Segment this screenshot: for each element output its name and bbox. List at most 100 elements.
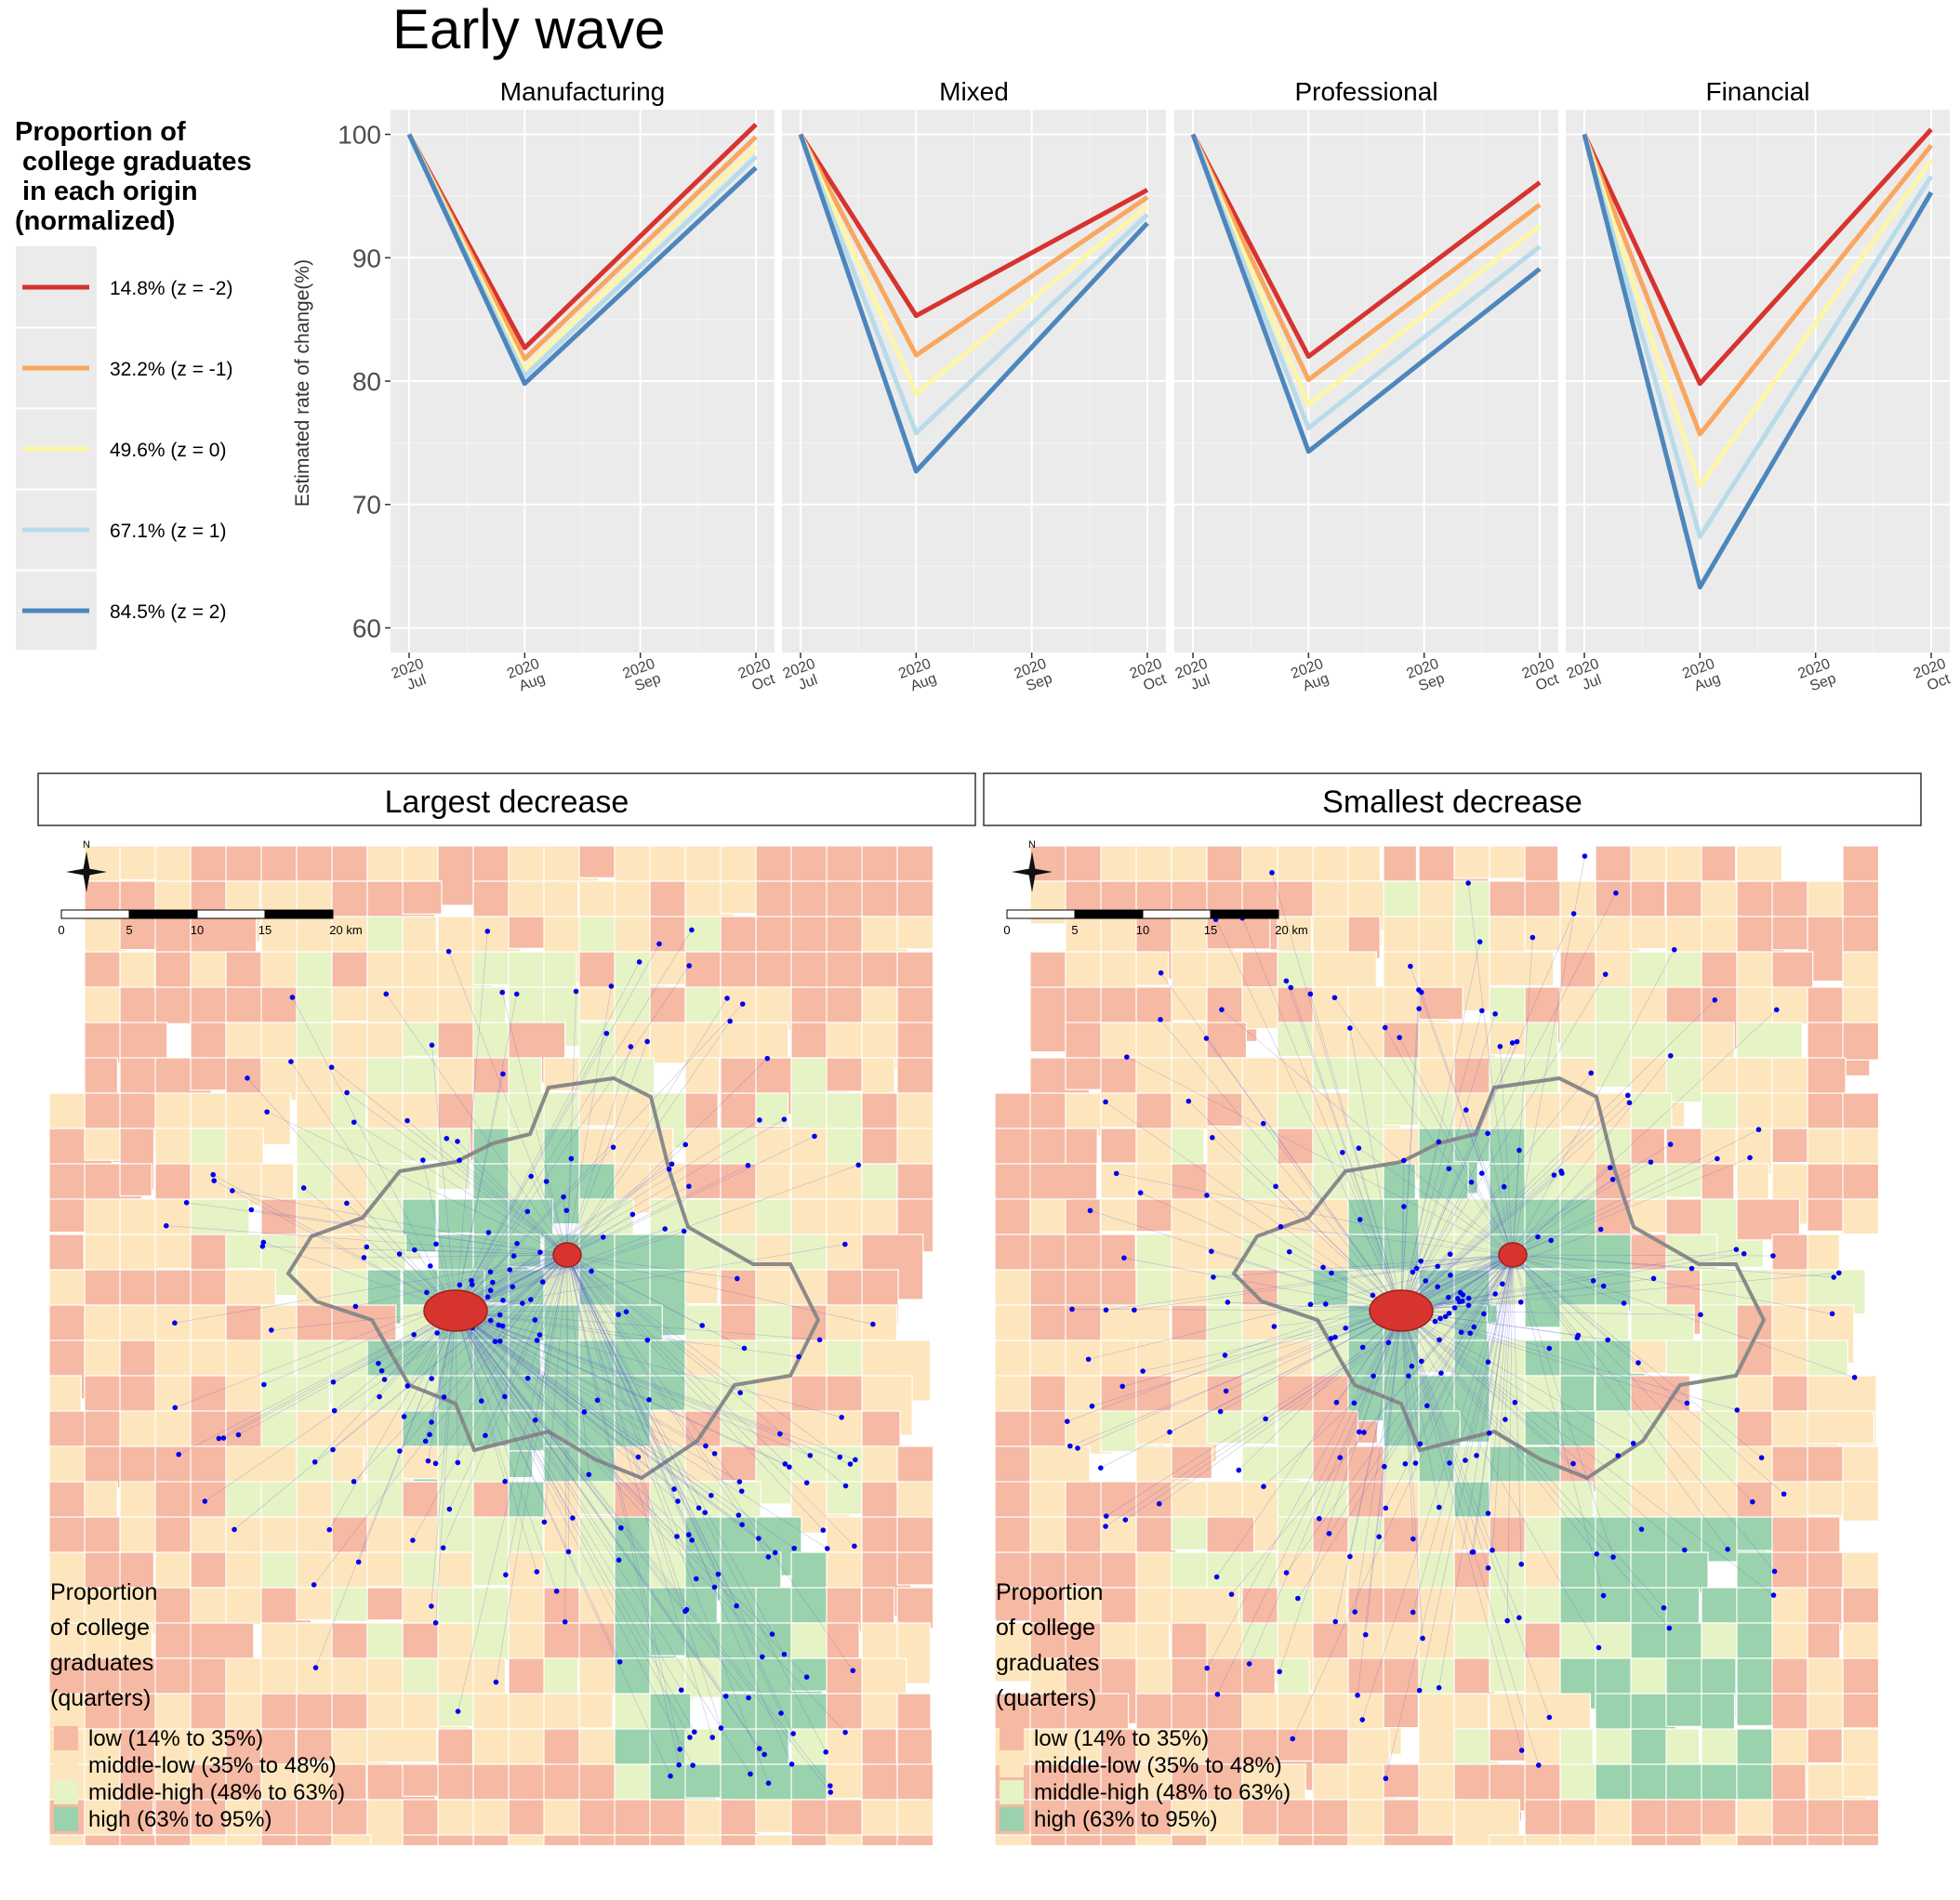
flow-line [566, 1254, 741, 1393]
flow-line [455, 1310, 855, 1460]
origin-point [662, 1226, 669, 1232]
origin-point [1481, 1311, 1487, 1317]
origin-point [1288, 984, 1294, 991]
origin-point [1668, 1052, 1674, 1059]
flow-line [1426, 1254, 1514, 1406]
map-legend-title-line: (quarters) [996, 1685, 1096, 1711]
x-tick-label: 2020Jul [781, 656, 823, 697]
origin-point [351, 1479, 357, 1484]
flow-line [455, 1310, 740, 1483]
flow-line [472, 1254, 568, 1328]
flow-line [1405, 1254, 1514, 1464]
origin-point [847, 1461, 854, 1467]
origin-point [487, 1317, 494, 1324]
flow-line [1349, 1027, 1402, 1312]
origin-point [532, 1317, 538, 1323]
origin-point [1650, 1275, 1657, 1282]
series-line-1 [1582, 127, 1933, 387]
flow-line [251, 1209, 568, 1256]
flow-line [435, 1254, 568, 1464]
flow-line [566, 1058, 768, 1256]
flow-line [544, 1254, 568, 1523]
map-area [995, 837, 1878, 1845]
flow-line [1133, 1254, 1514, 1311]
origin-point [1715, 1155, 1720, 1162]
origin-point [1332, 1334, 1338, 1340]
origin-point [1600, 1283, 1607, 1289]
origin-point [532, 1417, 538, 1423]
origin-point [289, 995, 296, 1000]
origin-point [487, 1287, 494, 1294]
origin-point [455, 1709, 461, 1714]
origin-point [600, 1234, 606, 1240]
origin-point [1478, 1170, 1485, 1176]
flow-line [1400, 1310, 1664, 1608]
map-region [1489, 1022, 1528, 1056]
flow-line [1400, 989, 1420, 1312]
flow-line [1400, 1310, 1416, 1464]
flow-line [1512, 1254, 1754, 1502]
flow-line [566, 1254, 680, 1765]
origin-point [563, 1207, 570, 1213]
flow-line [455, 1165, 859, 1312]
facet-strip-label: Manufacturing [500, 77, 665, 106]
origin-point [520, 1300, 525, 1306]
origin-point [1085, 1356, 1092, 1363]
map-region [543, 1799, 585, 1845]
north-label: N [83, 839, 90, 851]
origin-point [1307, 1301, 1314, 1308]
flow-line [1385, 1254, 1514, 1779]
origin-point [1343, 1325, 1349, 1331]
origin-point [738, 1488, 745, 1494]
map-region [1807, 1834, 1846, 1845]
origin-point [676, 1761, 682, 1768]
origin-point [769, 1631, 775, 1637]
line-legend-label-3: 49.6% (z = 0) [110, 440, 226, 461]
x-tick-label: 2020Sep [620, 656, 663, 697]
north-arrow: N [1012, 839, 1053, 892]
line-legend-label-1: 14.8% (z = -2) [110, 278, 232, 299]
origin-point [746, 1695, 751, 1701]
flow-line [501, 992, 568, 1256]
origin-point [1470, 1549, 1477, 1555]
origin-point [787, 1464, 792, 1470]
y-tick-label: 90 [352, 244, 381, 272]
map-title: Smallest decrease [1322, 785, 1583, 820]
flow-line [233, 1254, 568, 1530]
flow-line [1290, 987, 1402, 1312]
flow-line [1506, 1254, 1514, 1621]
map-region [437, 1551, 473, 1594]
flow-line [566, 1158, 572, 1256]
flow-line [386, 994, 568, 1256]
origin-point [1630, 1440, 1636, 1446]
origin-point [581, 1409, 588, 1415]
origin-point [312, 1665, 319, 1670]
flow-line [1126, 1056, 1514, 1256]
map-legend-title-line: (quarters) [50, 1685, 151, 1711]
origin-point [503, 1572, 509, 1577]
y-tick-label: 100 [338, 121, 381, 150]
flow-line [174, 1254, 568, 1324]
flow-line [1378, 1310, 1402, 1537]
facet-panels: Manufacturing 2020Jul 2020Aug 2020Sep 2020Oc… [338, 75, 1953, 697]
origin-point [1331, 995, 1338, 1001]
map-region [1524, 1551, 1561, 1591]
origin-point [1530, 934, 1536, 941]
origin-point [1465, 880, 1471, 886]
origin-point [490, 1279, 496, 1286]
flow-line [566, 1254, 769, 1558]
origin-point [441, 1394, 447, 1400]
origin-point [1317, 1515, 1322, 1522]
scale-label: 15 [258, 923, 271, 937]
flow-line [455, 1310, 795, 1549]
origin-point [534, 1569, 540, 1575]
origin-point [429, 1603, 434, 1609]
origin-point [553, 1589, 560, 1594]
flow-line [435, 1310, 457, 1623]
flow-line [214, 1180, 457, 1312]
origin-point [803, 1480, 810, 1485]
origin-point [396, 1251, 403, 1257]
origin-point [211, 1178, 218, 1183]
flow-line [1488, 1254, 1514, 1363]
origin-point [1446, 1311, 1452, 1316]
